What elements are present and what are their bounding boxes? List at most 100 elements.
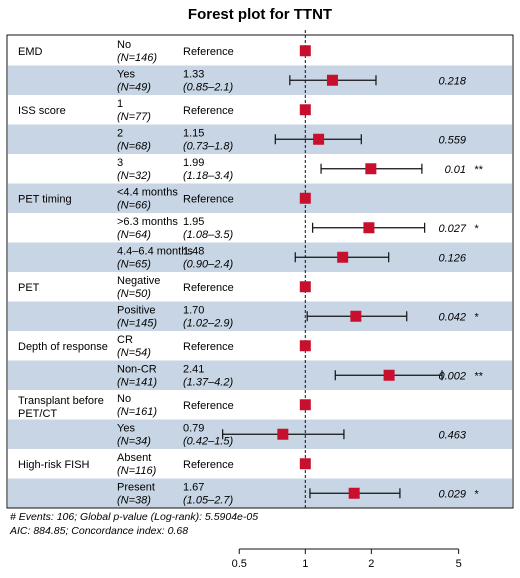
variable-label-line: Depth of response — [18, 341, 108, 353]
x-tick-label: 1 — [302, 558, 308, 570]
ci-label: (0.85–2.1) — [183, 81, 233, 93]
ci-label: (0.90–2.4) — [183, 258, 233, 270]
hr-label: Reference — [183, 282, 234, 294]
n-label: (N=54) — [117, 347, 151, 359]
variable-label: PET — [18, 282, 40, 294]
p-value: 0.463 — [438, 429, 466, 441]
variable-label: EMD — [18, 46, 43, 58]
n-label: (N=68) — [117, 140, 151, 152]
level-label: 4.4–6.4 months — [117, 245, 193, 257]
variable-label: Transplant before PET/CT — [18, 395, 104, 420]
n-label: (N=141) — [117, 376, 157, 388]
p-value: 0.042 — [438, 311, 466, 323]
level-label: Absent — [117, 452, 151, 464]
ci-label: (0.73–1.8) — [183, 140, 233, 152]
hr-marker — [383, 369, 395, 381]
table-row: Yes(N=49) 1.33(0.85–2.1) 0.218 — [117, 68, 467, 93]
hr-label: 1.99 — [183, 157, 204, 169]
variable-label: ISS score — [18, 105, 66, 117]
level-label: >6.3 months — [117, 216, 178, 228]
n-label: (N=64) — [117, 229, 151, 241]
variable-label-line: PET timing — [18, 193, 72, 205]
hr-label: Reference — [183, 341, 234, 353]
n-label: (N=34) — [117, 435, 151, 447]
p-value: 0.002 — [438, 370, 466, 382]
p-value: 0.01 — [445, 164, 466, 176]
level-label: Yes — [117, 422, 135, 434]
chart-title: Forest plot for TTNT — [188, 6, 332, 23]
n-label: (N=50) — [117, 288, 151, 300]
level-label: CR — [117, 334, 133, 346]
significance-stars: * — [474, 311, 479, 323]
ci-label: (0.42–1.5) — [183, 435, 233, 447]
table-row: Transplant before PET/CT No(N=161) Referenc… — [18, 393, 311, 420]
hr-marker — [350, 310, 362, 322]
level-label: Positive — [117, 304, 156, 316]
p-value: 0.559 — [438, 134, 466, 146]
table-row: PET Negative(N=50) Reference — [18, 275, 311, 300]
row-shade — [8, 242, 512, 272]
x-axis: 0.5 1 2 5 — [232, 548, 462, 570]
n-label: (N=145) — [117, 317, 157, 329]
p-value: 0.218 — [438, 75, 466, 87]
hr-label: 1.95 — [183, 216, 204, 228]
n-label: (N=66) — [117, 199, 151, 211]
variable-label-line: PET/CT — [18, 408, 57, 420]
table-row: Depth of response CR(N=54) Reference — [18, 334, 311, 359]
table-row: >6.3 months(N=64) 1.95(1.08–3.5) 0.027 * — [117, 216, 479, 241]
plot-frame — [6, 34, 514, 509]
level-label: 2 — [117, 127, 123, 139]
footnote: # Events: 106; Global p-value (Log-rank)… — [9, 511, 258, 537]
hr-marker — [313, 133, 325, 145]
x-tick-label: 5 — [456, 558, 462, 570]
hr-label: 1.33 — [183, 68, 204, 80]
variable-label: PET timing — [18, 193, 72, 205]
hr-marker — [277, 428, 289, 440]
table-row: ISS score 1(N=77) Reference — [18, 98, 311, 123]
row-shade — [8, 65, 512, 95]
hr-marker — [326, 74, 338, 86]
n-label: (N=161) — [117, 406, 157, 418]
ci-label: (1.08–3.5) — [183, 229, 233, 241]
ci-label: (1.05–2.7) — [183, 494, 233, 506]
x-tick-label: 0.5 — [232, 558, 247, 570]
hr-label: Reference — [183, 193, 234, 205]
row-shade — [8, 478, 512, 508]
table-row: 3(N=32) 1.99(1.18–3.4) 0.01 ** — [117, 157, 483, 182]
table-row: Non-CR(N=141) 2.41(1.37–4.2) 0.002 ** — [117, 363, 483, 388]
variable-label-line: EMD — [18, 46, 43, 58]
hr-marker — [363, 222, 375, 234]
table-row: Present(N=38) 1.67(1.05–2.7) 0.029 * — [117, 481, 479, 506]
table-row: Yes(N=34) 0.79(0.42–1.5) 0.463 — [117, 422, 467, 447]
n-label: (N=49) — [117, 81, 151, 93]
variable-label-line: PET — [18, 282, 40, 294]
n-label: (N=32) — [117, 170, 151, 182]
hr-label: Reference — [183, 459, 234, 471]
hr-marker — [299, 458, 311, 470]
table-row: PET timing <4.4 months(N=66) Reference — [18, 186, 311, 211]
hr-marker — [337, 251, 349, 263]
significance-stars: ** — [474, 370, 483, 382]
hr-label: Reference — [183, 400, 234, 412]
ci-label: (1.18–3.4) — [183, 170, 233, 182]
level-label: Present — [117, 481, 155, 493]
x-tick-label: 2 — [368, 558, 374, 570]
hr-marker — [299, 104, 311, 116]
hr-marker — [348, 487, 360, 499]
level-label: Negative — [117, 275, 160, 287]
significance-stars: ** — [474, 164, 483, 176]
hr-marker — [299, 340, 311, 352]
hr-marker — [299, 45, 311, 57]
level-label: No — [117, 393, 131, 405]
hr-marker — [299, 399, 311, 411]
significance-stars: * — [474, 223, 479, 235]
hr-marker — [365, 163, 377, 175]
hr-label: Reference — [183, 105, 234, 117]
hr-marker — [299, 192, 311, 204]
table-row: 2(N=68) 1.15(0.73–1.8) 0.559 — [117, 127, 466, 152]
table-row: High-risk FISH Absent(N=116) Reference — [18, 452, 311, 477]
hr-label: 2.41 — [183, 363, 204, 375]
n-label: (N=77) — [117, 111, 151, 123]
n-label: (N=38) — [117, 494, 151, 506]
